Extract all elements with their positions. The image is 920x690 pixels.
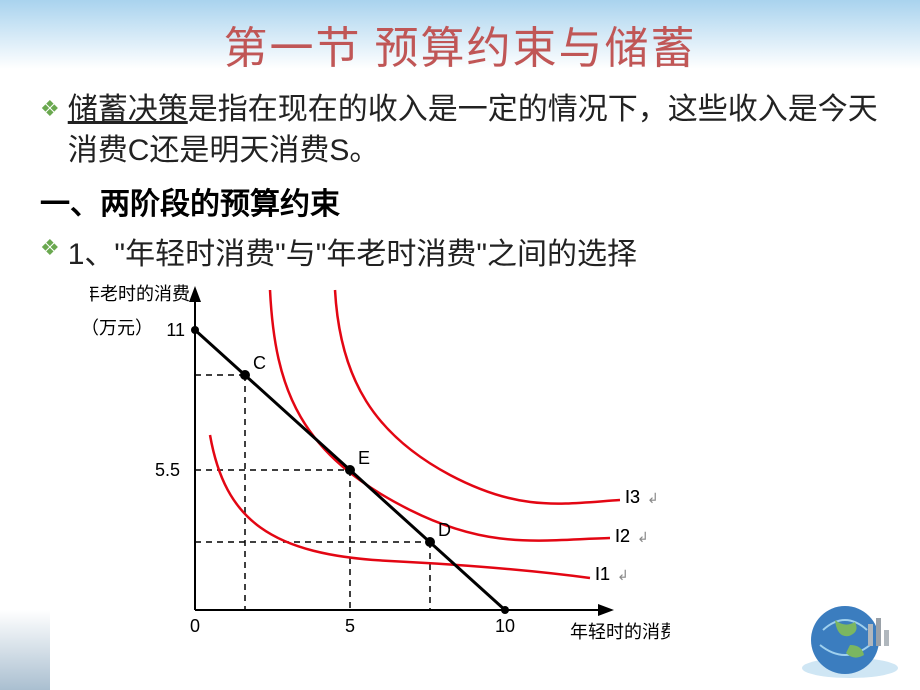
globe-icon — [790, 590, 910, 680]
intro-rest: 是指在现在的收入是一定的情况下，这些收入是今天消费C还是明天消费S。 — [68, 93, 878, 167]
svg-text:10: 10 — [495, 616, 515, 636]
svg-text:I3: I3 — [625, 487, 640, 507]
section-heading: 一、两阶段的预算约束 — [40, 179, 880, 223]
bullet-icon: ❖ — [40, 96, 60, 122]
svg-text:I2: I2 — [615, 526, 630, 546]
subpoint-row: ❖ 1、"年轻时消费"与"年老时消费"之间的选择 — [40, 229, 880, 273]
slide-title: 第一节 预算约束与储蓄 — [0, 0, 920, 76]
svg-text:↲: ↲ — [617, 567, 629, 583]
subpoint-text: 1、"年轻时消费"与"年老时消费"之间的选择 — [68, 229, 637, 273]
content-area: ❖ 储蓄决策是指在现在的收入是一定的情况下，这些收入是今天消费C还是明天消费S。… — [0, 76, 920, 273]
svg-text:C: C — [253, 353, 266, 373]
slide: 第一节 预算约束与储蓄 ❖ 储蓄决策是指在现在的收入是一定的情况下，这些收入是今… — [0, 0, 920, 690]
svg-text:I1: I1 — [595, 564, 610, 584]
svg-text:（万元）: （万元） — [90, 318, 153, 338]
intro-underlined: 储蓄决策 — [68, 93, 188, 126]
svg-text:0: 0 — [190, 616, 200, 636]
svg-text:↲: ↲ — [637, 529, 649, 545]
svg-text:D: D — [438, 520, 451, 540]
bullet-icon: ❖ — [40, 235, 60, 261]
svg-text:5: 5 — [345, 616, 355, 636]
svg-text:5.5: 5.5 — [155, 460, 180, 480]
svg-text:E: E — [358, 448, 370, 468]
svg-text:年老时的消费: 年老时的消费 — [90, 284, 190, 304]
chart: 年老时的消费（万元）年轻时的消费（万元）0510115.5I1I1↲I2I2↲I… — [90, 280, 670, 675]
chart-svg: 年老时的消费（万元）年轻时的消费（万元）0510115.5I1I1↲I2I2↲I… — [90, 280, 670, 670]
svg-text:↲: ↲ — [647, 490, 659, 506]
intro-row: ❖ 储蓄决策是指在现在的收入是一定的情况下，这些收入是今天消费C还是明天消费S。 — [40, 90, 880, 171]
svg-text:11: 11 — [166, 320, 185, 340]
sea-decor — [0, 610, 50, 690]
svg-text:年轻时的消费（万元）: 年轻时的消费（万元） — [570, 622, 670, 642]
intro-text: 储蓄决策是指在现在的收入是一定的情况下，这些收入是今天消费C还是明天消费S。 — [68, 90, 880, 171]
